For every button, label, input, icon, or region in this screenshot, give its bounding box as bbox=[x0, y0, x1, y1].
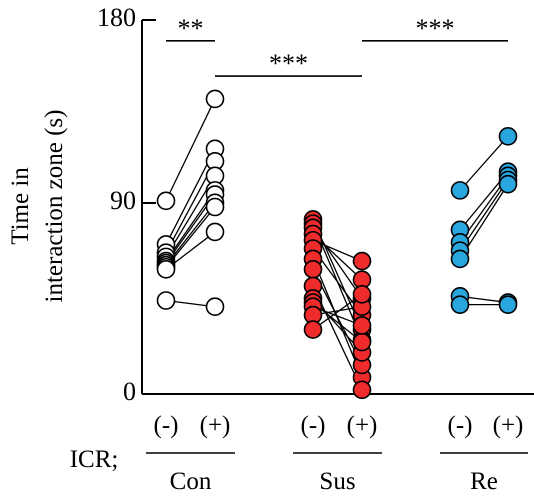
point-sus-plus-8 bbox=[352, 380, 372, 400]
significance-label-2: *** bbox=[416, 14, 455, 43]
significance-brackets: ******** bbox=[166, 14, 508, 78]
y-axis-title-line-2: interaction zone (s) bbox=[41, 110, 68, 303]
group-con bbox=[156, 89, 225, 317]
condition-label-con-minus: (-) bbox=[154, 412, 179, 439]
group-label-sus: Sus bbox=[319, 468, 355, 495]
group-re bbox=[450, 127, 518, 314]
point-sus-minus-7 bbox=[303, 260, 323, 279]
condition-label-re-plus: (+) bbox=[493, 412, 524, 439]
point-re-plus-4 bbox=[498, 174, 518, 194]
y-axis-title-line-1: Time in bbox=[7, 167, 34, 245]
significance-label-1: *** bbox=[269, 49, 308, 78]
group-label-con: Con bbox=[170, 468, 212, 495]
pair-line-re-0 bbox=[459, 135, 509, 191]
y-tick-label-180: 180 bbox=[97, 3, 136, 32]
point-con-plus-0 bbox=[205, 89, 225, 109]
y-axis: 0 90 180 bbox=[97, 3, 534, 406]
point-con-plus-7 bbox=[205, 197, 225, 217]
point-re-minus-4 bbox=[450, 249, 470, 269]
point-con-minus-0 bbox=[156, 191, 176, 211]
data-marks bbox=[156, 89, 518, 400]
condition-label-sus-minus: (-) bbox=[301, 412, 326, 439]
y-tick-label-0: 0 bbox=[123, 377, 136, 406]
point-re-minus-0 bbox=[450, 181, 470, 200]
y-tick-label-90: 90 bbox=[110, 186, 136, 215]
point-re-plus-0 bbox=[498, 127, 518, 146]
point-con-plus-8 bbox=[205, 222, 225, 242]
pair-line-con-0 bbox=[165, 98, 216, 202]
group-sus bbox=[303, 210, 372, 400]
condition-label-con-plus: (+) bbox=[200, 412, 231, 439]
point-sus-plus-11 bbox=[352, 316, 372, 335]
point-re-minus-6 bbox=[450, 295, 470, 314]
row-label-icr: ICR; bbox=[70, 446, 119, 473]
condition-label-re-minus: (-) bbox=[448, 412, 473, 439]
point-con-minus-8 bbox=[156, 260, 176, 279]
point-sus-plus-10 bbox=[352, 332, 372, 352]
point-sus-plus-13 bbox=[352, 284, 372, 304]
condition-label-sus-plus: (+) bbox=[347, 412, 378, 439]
significance-label-0: ** bbox=[178, 14, 204, 43]
y-axis-title: Time in interaction zone (s) bbox=[7, 110, 68, 303]
point-con-plus-9 bbox=[205, 297, 225, 317]
point-sus-plus-4 bbox=[352, 251, 372, 271]
group-label-re: Re bbox=[470, 468, 498, 495]
x-axis-labels: ICR; (-) (+) Con (-) (+) Sus (-) (+) Re bbox=[70, 412, 528, 495]
point-sus-minus-13 bbox=[303, 320, 323, 339]
point-re-plus-6 bbox=[498, 295, 518, 314]
point-con-minus-9 bbox=[156, 291, 176, 310]
